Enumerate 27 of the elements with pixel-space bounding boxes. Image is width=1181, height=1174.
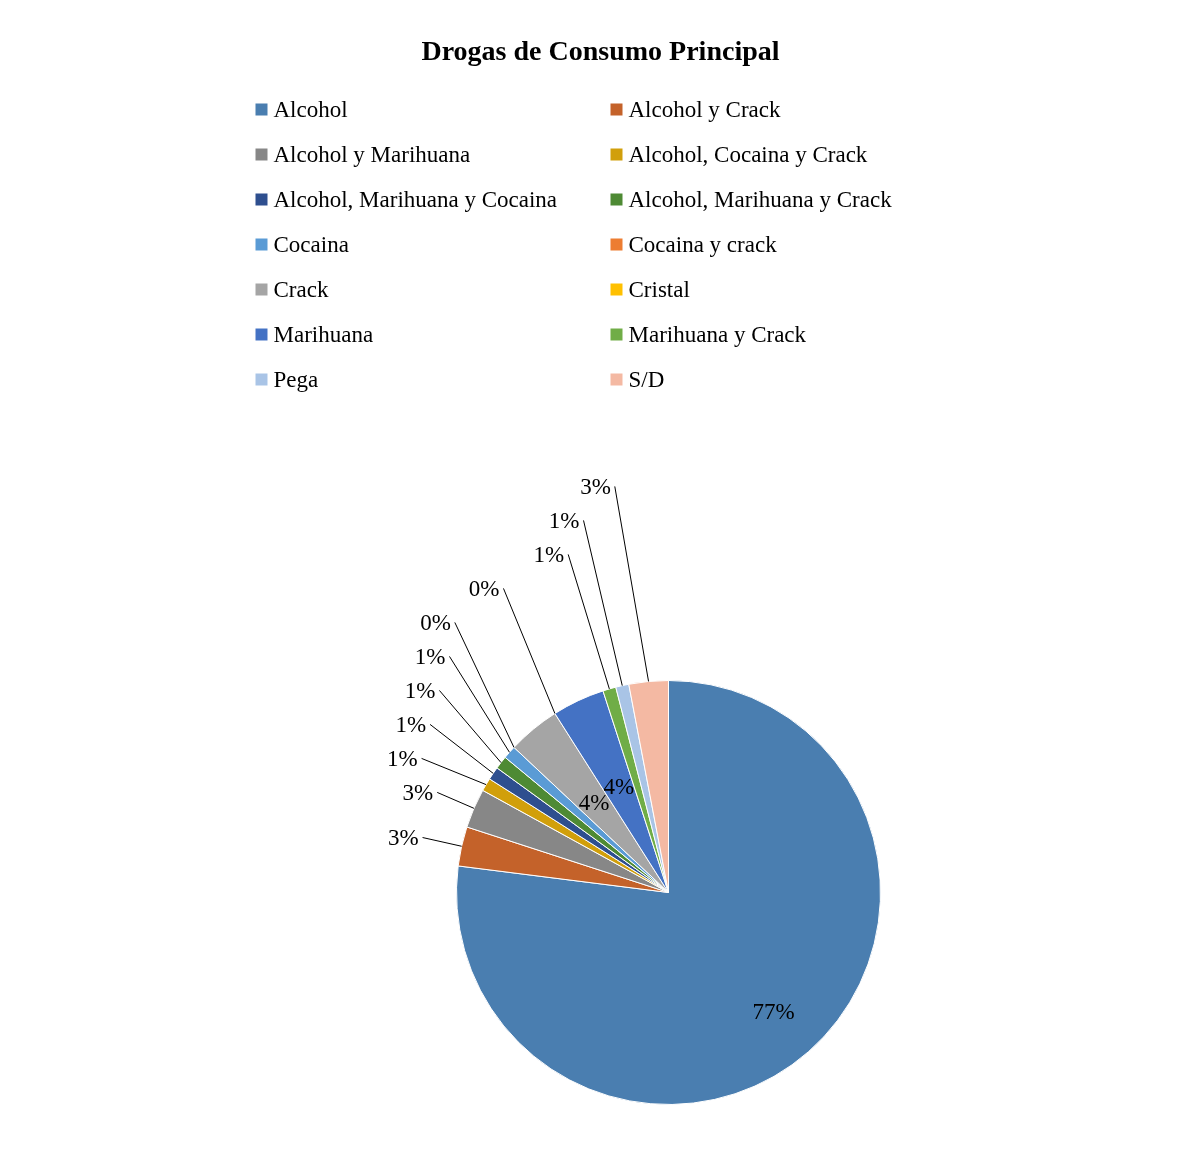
legend-label: Alcohol, Marihuana y Crack — [628, 187, 893, 212]
legend-label: Alcohol, Marihuana y Cocaina — [273, 187, 558, 212]
legend-label: Alcohol — [273, 97, 348, 122]
data-label: 1% — [404, 677, 436, 703]
data-label: 1% — [395, 711, 427, 737]
legend-label: Alcohol y Marihuana — [273, 142, 471, 167]
text: 0% — [420, 609, 451, 635]
data-label: 3% — [580, 473, 611, 499]
legend-label: Marihuana — [273, 322, 374, 347]
data-label: 77% — [752, 999, 795, 1025]
data-label: 1% — [533, 541, 565, 567]
chart-title: Drogas de Consumo Principal — [421, 35, 780, 66]
legend-label: Marihuana y Crack — [628, 322, 807, 347]
data-label: 1% — [548, 507, 580, 533]
text: 0% — [468, 575, 500, 601]
data-label: 3% — [387, 825, 419, 851]
legend-label: Cocaina y crack — [628, 232, 778, 257]
data-label: 1% — [386, 745, 418, 771]
data-label: 3% — [402, 779, 434, 805]
data-label: 1% — [414, 643, 446, 669]
legend-label: Alcohol y Crack — [628, 97, 782, 122]
legend-label: Pega — [273, 367, 319, 392]
legend-label: Cristal — [628, 277, 690, 302]
legend-label: S/D — [628, 367, 665, 392]
legend-label: Alcohol, Cocaina y Crack — [628, 142, 868, 167]
legend-label: Crack — [273, 277, 329, 302]
legend-label: Cocaina — [273, 232, 349, 257]
